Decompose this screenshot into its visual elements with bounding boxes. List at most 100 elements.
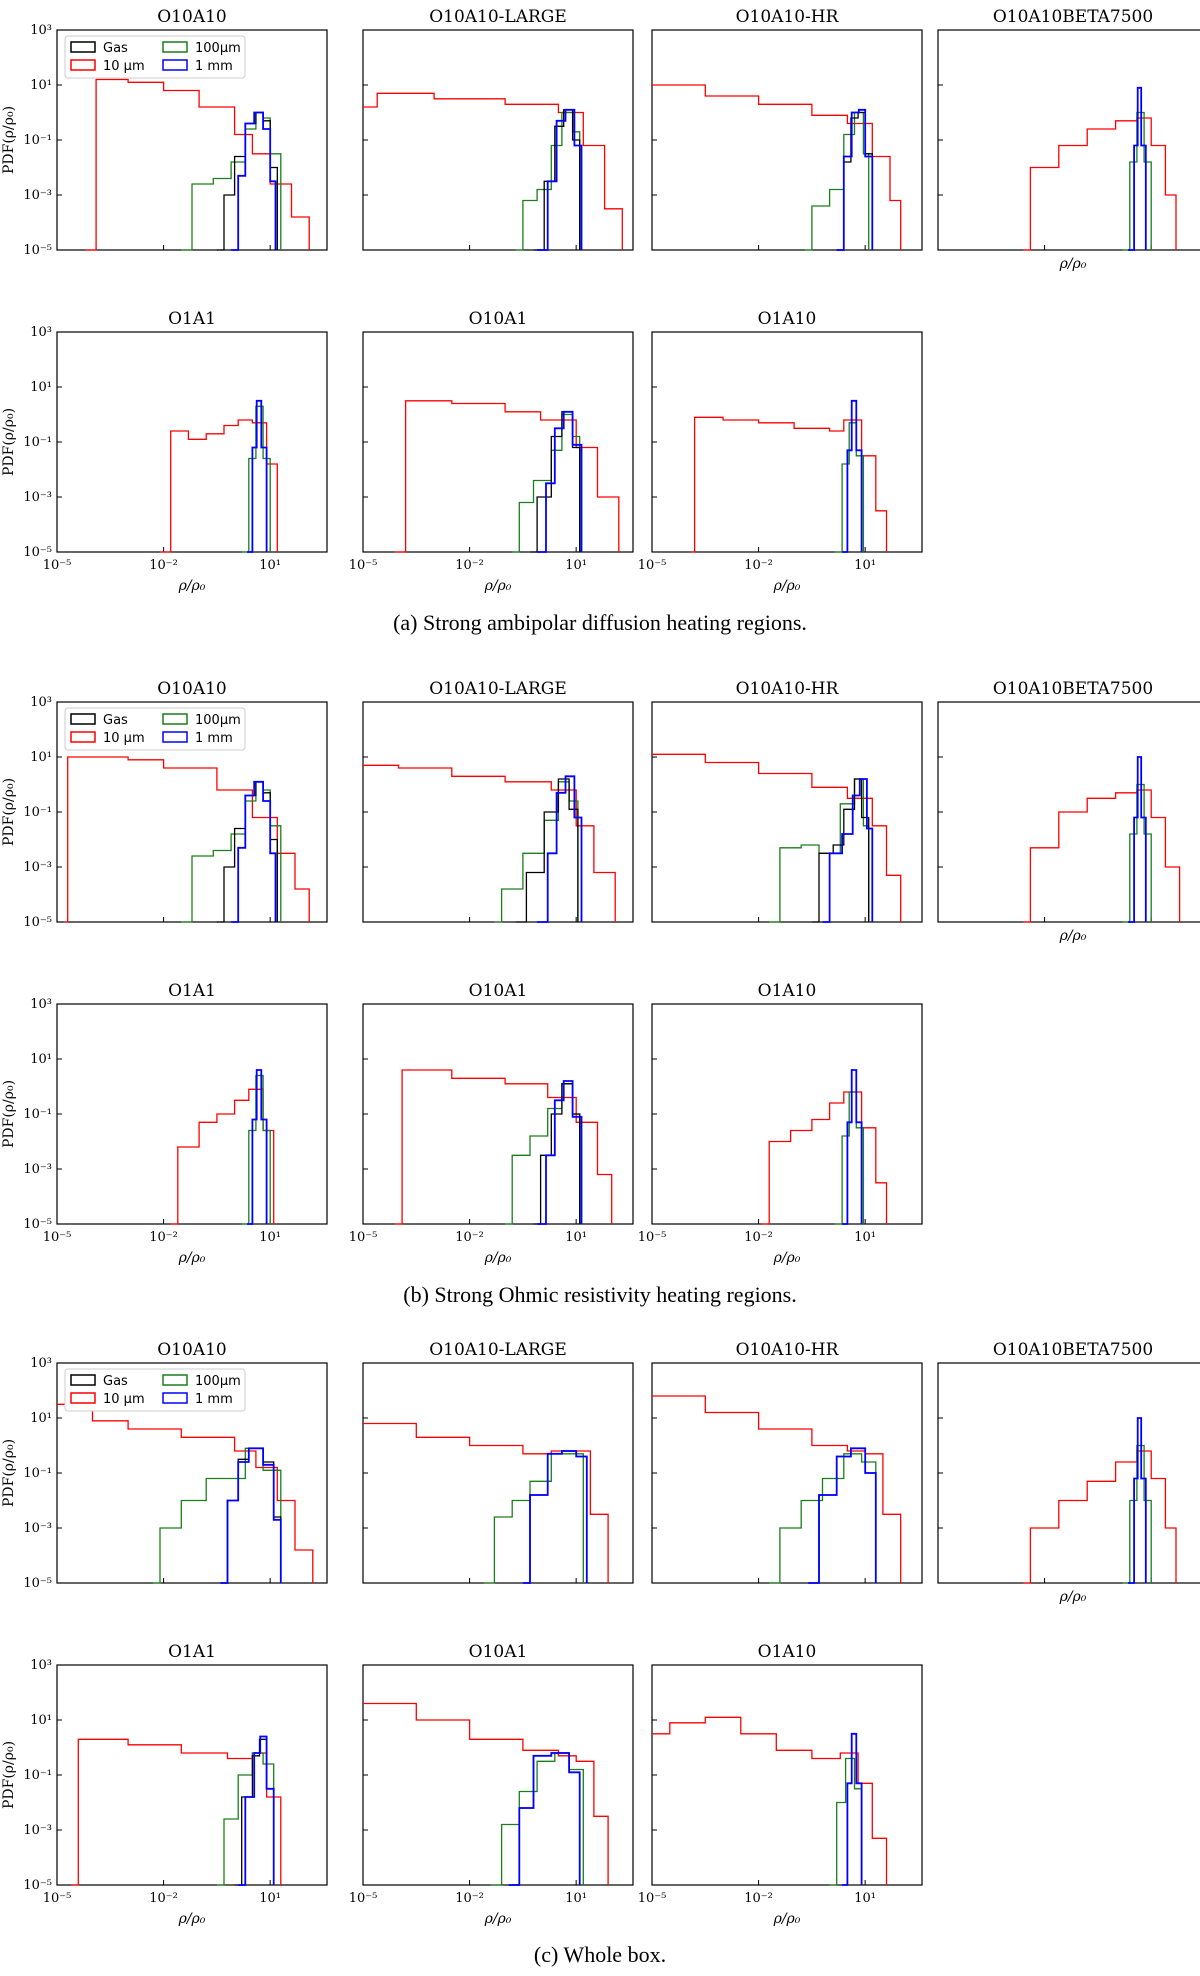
series-10m-c-1: [363, 1422, 609, 1583]
legend-label-c-1: 100μm: [195, 1374, 241, 1389]
plot-frame-c-4: [56, 1664, 328, 1886]
legend-box-a: [64, 35, 246, 79]
y-axis-label-c-4: PDF(ρ/ρ₀): [1, 1741, 17, 1809]
legend-swatch-a-0: [70, 41, 96, 53]
legend-label-b-0: Gas: [103, 713, 128, 728]
y-tick-label-c-0: 10³: [30, 1356, 52, 1371]
legend-label-b-3: 1 mm: [195, 731, 233, 746]
x-tick-label-a-6: 10⁻²: [744, 558, 773, 573]
y-axis-label-b-4: PDF(ρ/ρ₀): [1, 1080, 17, 1148]
y-tick-label-a-4: 10³: [30, 325, 52, 340]
plot-frame-b-4: [56, 1003, 328, 1225]
plot-title-c-2: O10A10-HR: [736, 1340, 840, 1360]
y-tick-label-b-0: 10⁻⁵: [23, 915, 52, 930]
plot-title-c-1: O10A10-LARGE: [429, 1340, 567, 1360]
legend-swatch-a-2: [70, 59, 96, 71]
x-tick-label-a-5: 10⁻⁵: [349, 558, 378, 573]
legend-swatch-c-0: [70, 1374, 96, 1386]
plot-title-a-3: O10A10BETA7500: [993, 7, 1153, 27]
y-tick-label-b-4: 10⁻³: [23, 1162, 52, 1177]
plot-title-c-4: O1A1: [168, 1642, 216, 1662]
legend-label-b-1: 100μm: [195, 713, 241, 728]
plot-title-b-6: O1A10: [758, 981, 817, 1001]
y-tick-label-b-4: 10⁻⁵: [23, 1217, 52, 1232]
x-tick-label-c-4: 10¹: [259, 1891, 281, 1906]
series-1mm-a-2: [836, 108, 874, 251]
x-axis-label-c-6: ρ/ρ₀: [773, 1911, 801, 1927]
x-tick-label-a-4: 10¹: [259, 558, 281, 573]
y-tick-label-b-0: 10¹: [30, 750, 52, 765]
legend-label-a-0: Gas: [103, 41, 128, 56]
legend-swatch-b-2: [70, 731, 96, 743]
x-axis-label-b-5: ρ/ρ₀: [484, 1250, 512, 1266]
series-10m-b-5: [395, 1069, 613, 1225]
series-10m-a-5: [395, 400, 620, 553]
y-tick-label-c-4: 10⁻¹: [23, 1768, 52, 1783]
series-10m-a-6: [691, 416, 888, 553]
x-tick-label-b-4: 10⁻²: [149, 1230, 178, 1245]
y-tick-label-a-0: 10¹: [30, 78, 52, 93]
series-1mm-a-4: [247, 399, 268, 553]
series-10m-b-1: [363, 764, 616, 922]
y-tick-label-a-4: 10⁻¹: [23, 435, 52, 450]
series-1mm-b-1: [537, 775, 583, 923]
x-tick-label-b-5: 10⁻²: [455, 1230, 484, 1245]
series-10m-b-0: [64, 756, 310, 923]
plot-frame-b-2: [651, 701, 923, 923]
plot-frame-a-1: [362, 29, 634, 251]
x-axis-label-b-3: ρ/ρ₀: [1059, 928, 1087, 944]
legend-box-b: [64, 707, 246, 751]
x-tick-label-c-5: 10⁻²: [455, 1891, 484, 1906]
series-1mm-c-1: [522, 1450, 588, 1584]
legend-label-c-2: 10 μm: [103, 1392, 145, 1407]
series-1mm-b-6: [842, 1069, 863, 1225]
series-10m-c-5: [363, 1702, 609, 1885]
x-axis-label-a-3: ρ/ρ₀: [1059, 256, 1087, 272]
series-1mm-c-4: [238, 1735, 275, 1886]
series-1mm-b-5: [537, 1080, 583, 1225]
x-tick-label-c-6: 10¹: [854, 1891, 876, 1906]
series-1mm-c-6: [842, 1732, 863, 1886]
series-100m-c-1: [483, 1453, 584, 1584]
x-tick-label-a-5: 10¹: [565, 558, 587, 573]
plot-frame-b-5: [362, 1003, 634, 1225]
plot-frame-a-6: [651, 331, 923, 553]
x-tick-label-c-4: 10⁻⁵: [43, 1891, 72, 1906]
series-10m-b-6: [762, 1091, 888, 1225]
y-tick-label-a-4: 10⁻⁵: [23, 545, 52, 560]
x-tick-label-c-4: 10⁻²: [149, 1891, 178, 1906]
x-axis-label-a-6: ρ/ρ₀: [773, 578, 801, 594]
caption-b: (b) Strong Ohmic resistivity heating reg…: [403, 1282, 797, 1307]
y-tick-label-b-4: 10³: [30, 997, 52, 1012]
x-tick-label-b-5: 10⁻⁵: [349, 1230, 378, 1245]
series-100m-a-2: [804, 111, 870, 251]
y-tick-label-b-0: 10³: [30, 695, 52, 710]
plot-title-b-0: O10A10: [157, 679, 226, 699]
plot-title-b-3: O10A10BETA7500: [993, 679, 1153, 699]
legend-swatch-b-1: [162, 713, 188, 725]
legend-label-a-2: 10 μm: [103, 59, 145, 74]
legend-label-b-2: 10 μm: [103, 731, 145, 746]
series-1mm-c-0: [220, 1447, 282, 1584]
x-axis-label-c-5: ρ/ρ₀: [484, 1911, 512, 1927]
x-tick-label-c-6: 10⁻²: [744, 1891, 773, 1906]
plot-title-b-1: O10A10-LARGE: [429, 679, 567, 699]
series-1mm-a-3: [1128, 86, 1147, 251]
caption-c: (c) Whole box.: [533, 1942, 667, 1967]
y-tick-label-b-4: 10¹: [30, 1052, 52, 1067]
y-tick-label-c-0: 10⁻⁵: [23, 1576, 52, 1591]
x-axis-label-b-6: ρ/ρ₀: [773, 1250, 801, 1266]
series-100m-c-0: [152, 1447, 282, 1584]
series-1mm-b-2: [822, 778, 874, 923]
x-axis-label-b-4: ρ/ρ₀: [178, 1250, 206, 1266]
plot-frame-a-5: [362, 331, 634, 553]
x-tick-label-c-6: 10⁻⁵: [638, 1891, 667, 1906]
y-tick-label-c-4: 10³: [30, 1658, 52, 1673]
series-Gas-a-5: [530, 411, 581, 553]
plot-title-a-2: O10A10-HR: [736, 7, 840, 27]
series-1mm-a-5: [537, 410, 583, 553]
legend-swatch-c-2: [70, 1392, 96, 1404]
y-tick-label-c-4: 10⁻⁵: [23, 1878, 52, 1893]
plot-frame-a-4: [56, 331, 328, 553]
x-axis-label-c-4: ρ/ρ₀: [178, 1911, 206, 1927]
